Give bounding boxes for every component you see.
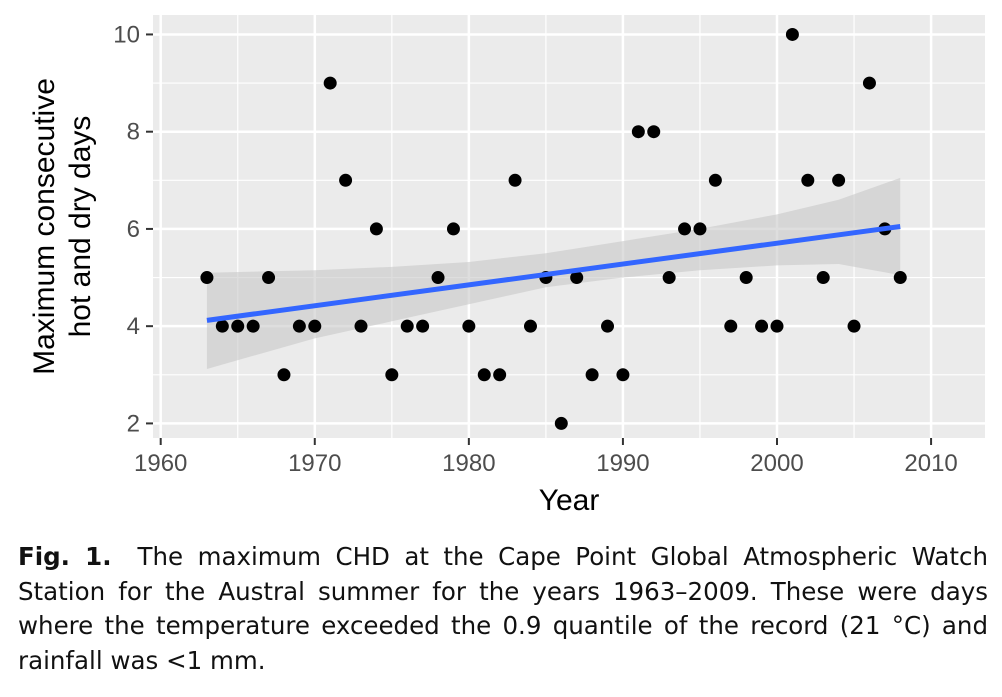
data-point (324, 77, 337, 90)
data-point (216, 320, 229, 333)
y-tick-label: 8 (127, 119, 140, 146)
data-point (894, 271, 907, 284)
data-point (416, 320, 429, 333)
data-point (509, 174, 522, 187)
data-point (786, 28, 799, 41)
data-point (462, 320, 475, 333)
data-point (817, 271, 830, 284)
figure-caption: Fig. 1. The maximum CHD at the Cape Point… (18, 540, 988, 678)
y-tick-label: 4 (127, 313, 140, 340)
data-point (339, 174, 352, 187)
y-axis-title-line: hot and dry days (64, 116, 97, 338)
data-point (632, 125, 645, 138)
y-axis-title: Maximum consecutive hot and dry days (28, 78, 97, 375)
data-point (678, 222, 691, 235)
data-point (370, 222, 383, 235)
data-point (801, 174, 814, 187)
data-point (401, 320, 414, 333)
data-point (200, 271, 213, 284)
data-point (616, 368, 629, 381)
data-point (693, 222, 706, 235)
data-point (262, 271, 275, 284)
x-tick-label: 1960 (134, 450, 187, 477)
caption-label: Fig. 1. (18, 542, 112, 571)
data-point (447, 222, 460, 235)
data-point (277, 368, 290, 381)
data-point (432, 271, 445, 284)
data-point (848, 320, 861, 333)
data-point (724, 320, 737, 333)
caption-text: The maximum CHD at the Cape Point Global… (18, 542, 988, 675)
data-point (601, 320, 614, 333)
y-tick-label: 2 (127, 410, 140, 437)
data-point (709, 174, 722, 187)
x-tick-label: 2000 (750, 450, 803, 477)
data-point (832, 174, 845, 187)
data-point (755, 320, 768, 333)
y-axis-title-line: Maximum consecutive (28, 78, 61, 375)
x-tick-label: 1990 (596, 450, 649, 477)
data-point (478, 368, 491, 381)
data-point (647, 125, 660, 138)
data-point (247, 320, 260, 333)
data-point (740, 271, 753, 284)
x-tick-label: 1970 (288, 450, 341, 477)
data-point (308, 320, 321, 333)
data-point (493, 368, 506, 381)
y-tick-label: 6 (127, 216, 140, 243)
data-point (555, 417, 568, 430)
data-point (293, 320, 306, 333)
data-point (385, 368, 398, 381)
data-point (231, 320, 244, 333)
y-tick-label: 10 (113, 21, 140, 48)
data-point (771, 320, 784, 333)
x-tick-label: 1980 (442, 450, 495, 477)
data-point (524, 320, 537, 333)
scatter-chart: 1960 1970 1980 1990 2000 2010 2 4 6 8 10 Year Maxi… (0, 0, 1002, 530)
x-axis-title: Year (539, 484, 600, 517)
data-point (355, 320, 368, 333)
x-tick-label: 2010 (904, 450, 957, 477)
data-point (663, 271, 676, 284)
data-point (586, 368, 599, 381)
data-point (863, 77, 876, 90)
